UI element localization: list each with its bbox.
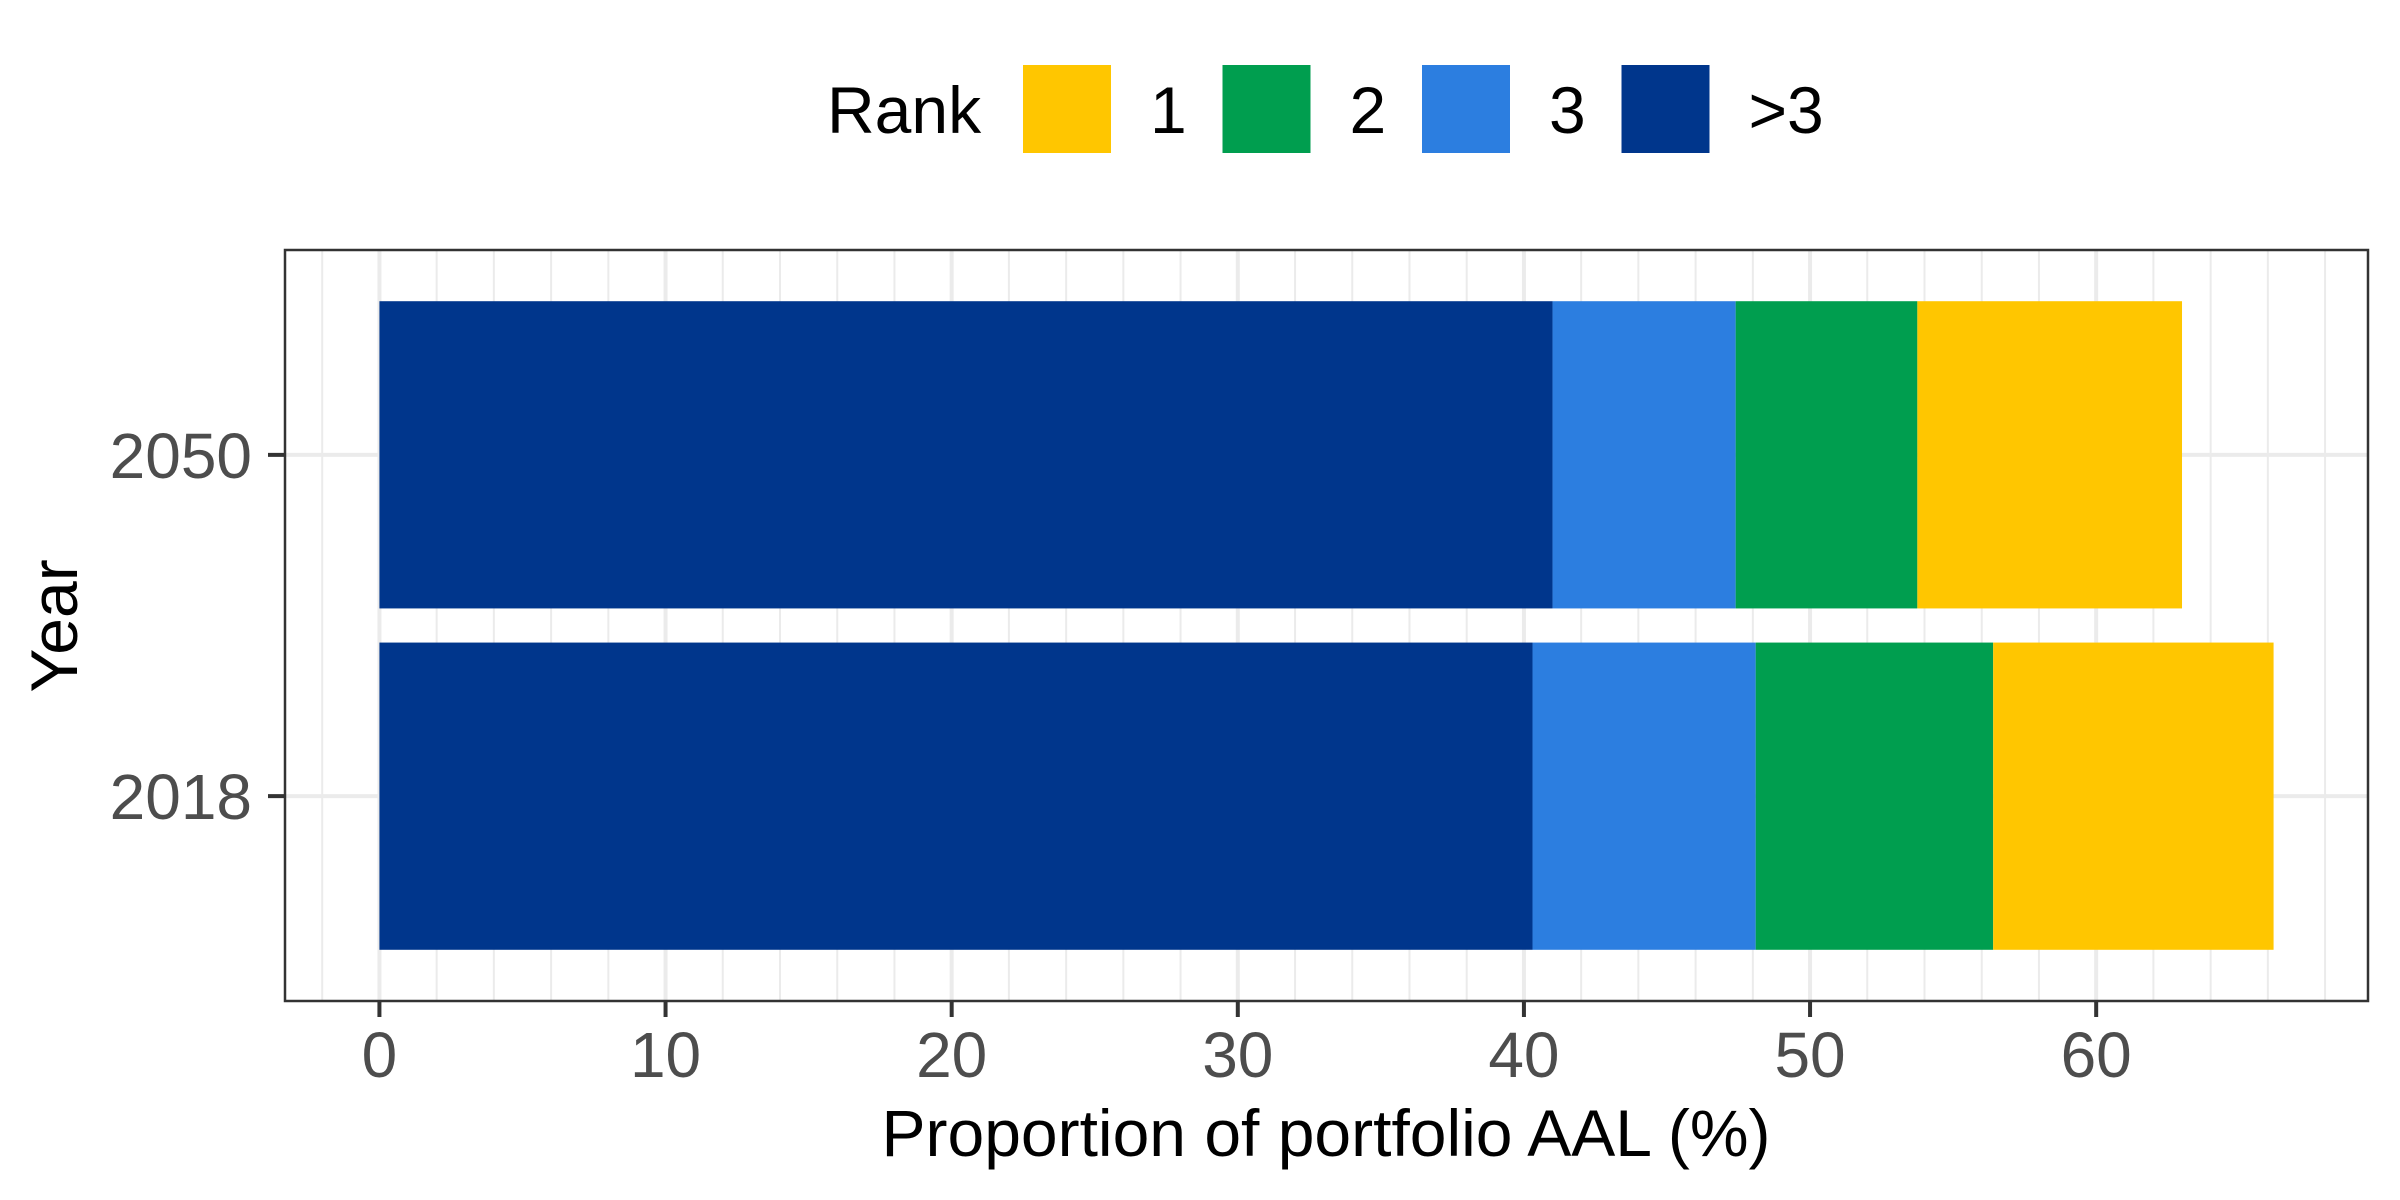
- legend-title: Rank: [827, 73, 982, 147]
- x-tick-label: 10: [630, 1019, 701, 1091]
- legend-label: 3: [1549, 73, 1586, 147]
- y-tick-label: 2018: [110, 761, 252, 833]
- bars: [379, 301, 2274, 950]
- x-axis-title: Proportion of portfolio AAL (%): [881, 1096, 1770, 1170]
- x-tick-label: 30: [1202, 1019, 1273, 1091]
- bar-segment-2018-rank-1: [1993, 642, 2274, 950]
- legend-key-rank-1: [1023, 65, 1111, 153]
- y-tick-label: 2050: [110, 420, 252, 492]
- x-tick-label: 0: [362, 1019, 398, 1091]
- legend-label: 1: [1150, 73, 1187, 147]
- x-tick-label: 60: [2061, 1019, 2132, 1091]
- y-axis-title: Year: [17, 559, 91, 692]
- legend-label: 2: [1350, 73, 1387, 147]
- bar-segment-2050-rank-3: [1552, 301, 1736, 609]
- y-axis: 2018 2050: [110, 420, 285, 833]
- bar-segment-2050-rank-gt3: [379, 301, 1553, 609]
- x-tick-label: 20: [916, 1019, 987, 1091]
- x-tick-label: 50: [1774, 1019, 1845, 1091]
- x-tick-label: 40: [1488, 1019, 1559, 1091]
- bar-segment-2018-rank-3: [1532, 642, 1756, 950]
- plot-panel: [283, 248, 2370, 1003]
- bar-segment-2018-rank-2: [1755, 642, 1994, 950]
- legend-label: >3: [1749, 73, 1824, 147]
- legend-key-rank-gt3: [1621, 65, 1710, 153]
- bar-segment-2050-rank-1: [1917, 301, 2183, 609]
- legend-key-rank-3: [1422, 65, 1510, 153]
- bar-segment-2050-rank-2: [1735, 301, 1918, 609]
- x-axis: 0 10 20 30 40 50 60: [362, 1001, 2132, 1091]
- bar-segment-2018-rank-gt3: [379, 642, 1533, 950]
- legend: Rank 1 2 3 >3: [827, 65, 1824, 153]
- panel-border: [283, 248, 2370, 1003]
- legend-key-rank-2: [1222, 65, 1311, 153]
